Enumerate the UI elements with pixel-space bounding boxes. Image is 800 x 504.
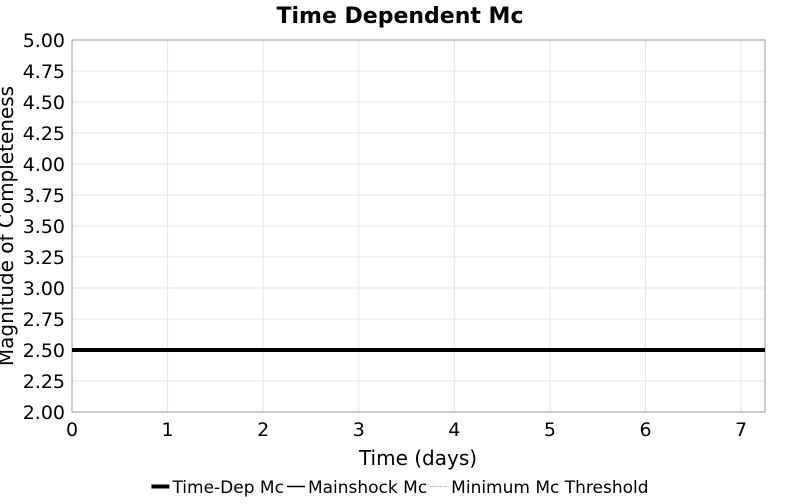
y-tick-label: 2.75 [23, 309, 65, 331]
x-tick-labels: 0 1 2 3 4 5 6 7 [66, 419, 747, 441]
y-tick-label: 2.00 [23, 402, 65, 424]
y-tick-labels: 2.00 2.25 2.50 2.75 3.00 3.25 3.50 3.75 4.00 4.25… [23, 30, 65, 424]
y-tick-label: 4.75 [23, 61, 65, 83]
x-tick-label: 4 [448, 419, 460, 441]
x-tick-label: 5 [544, 419, 556, 441]
y-tick-label: 4.00 [23, 154, 65, 176]
grid-lines [71, 39, 765, 413]
y-tick-label: 3.50 [23, 216, 65, 238]
y-tick-label: 5.00 [23, 30, 65, 52]
legend: Time-Dep Mc Mainshock Mc Minimum Mc Thresh… [151, 478, 649, 498]
y-tick-label: 4.50 [23, 92, 65, 114]
plot-area [71, 39, 766, 413]
y-axis-label: Magnitude of Completeness [0, 86, 18, 366]
y-tick-label: 3.75 [23, 185, 65, 207]
x-tick-label: 0 [66, 419, 78, 441]
x-tick-label: 6 [639, 419, 651, 441]
y-tick-label: 4.25 [23, 123, 65, 145]
x-tick-label: 1 [162, 419, 174, 441]
x-tick-label: 2 [257, 419, 269, 441]
y-tick-label: 3.00 [23, 278, 65, 300]
chart-title: Time Dependent Mc [276, 4, 523, 29]
y-tick-label: 2.50 [23, 340, 65, 362]
legend-label-1: Mainshock Mc [308, 478, 427, 498]
legend-label-0: Time-Dep Mc [171, 478, 284, 498]
y-tick-label: 3.25 [23, 247, 65, 269]
legend-label-2: Minimum Mc Threshold [451, 478, 648, 498]
x-tick-label: 7 [735, 419, 747, 441]
x-tick-label: 3 [353, 419, 365, 441]
x-axis-label: Time (days) [358, 446, 477, 470]
y-tick-label: 2.25 [23, 371, 65, 393]
